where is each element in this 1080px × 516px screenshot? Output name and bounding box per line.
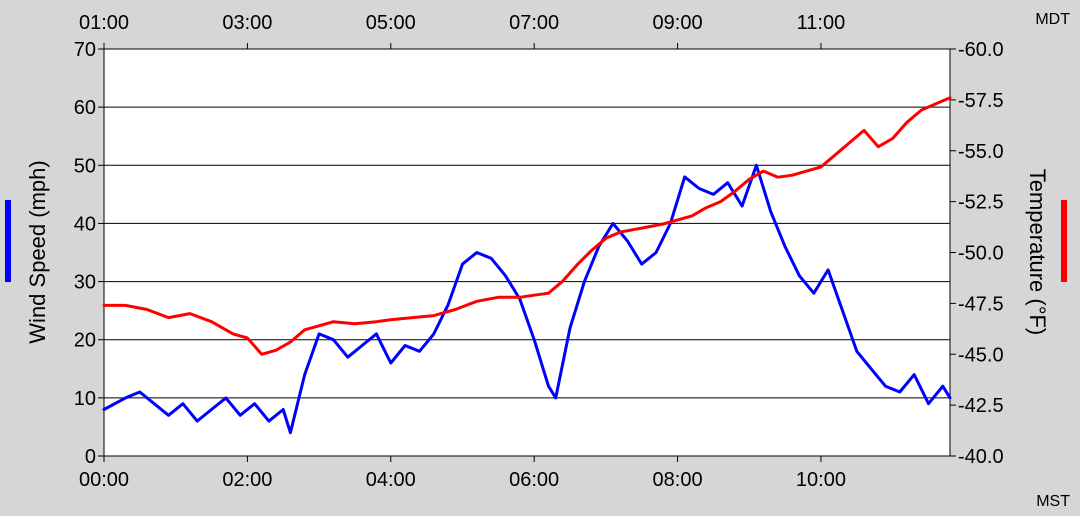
right-axis-title: Temperature (°F) [1025, 169, 1050, 336]
right-tick-label: -40.0 [958, 446, 1004, 468]
gridlines [104, 106, 950, 399]
left-tick-label: 0 [85, 446, 96, 468]
top-timezone-label: MDT [1035, 11, 1070, 28]
top-tick-label: 05:00 [366, 12, 416, 34]
left-tick-label: 70 [74, 39, 96, 61]
bottom-axis: 00:00 02:00 04:00 06:00 08:00 10:00 [79, 456, 846, 491]
left-tick-label: 60 [74, 97, 96, 119]
left-axis-title: Wind Speed (mph) [25, 160, 50, 343]
bottom-timezone-label: MST [1036, 493, 1070, 510]
right-axis: -40.0 -42.5 -45.0 -47.5 -50.0 -52.5 -55.0 -57.5… [950, 39, 1004, 468]
plot-area [103, 48, 951, 457]
series-layer [102, 96, 952, 435]
bottom-tick-label: 08:00 [653, 469, 703, 491]
right-tick-label: -45.0 [958, 344, 1004, 366]
right-tick-label: -57.5 [958, 90, 1004, 112]
wind-speed-line [102, 163, 952, 435]
right-tick-label: -55.0 [958, 141, 1004, 163]
left-tick-label: 30 [74, 272, 96, 294]
bottom-tick-label: 02:00 [222, 469, 272, 491]
left-tick-label: 50 [74, 155, 96, 177]
temperature-legend-marker [1061, 200, 1067, 282]
left-tick-label: 20 [74, 330, 96, 352]
bottom-tick-label: 10:00 [796, 469, 846, 491]
top-tick-label: 11:00 [797, 12, 846, 34]
top-axis: 01:00 03:00 05:00 07:00 09:00 11:00 [79, 12, 845, 49]
temperature-line [102, 96, 952, 356]
right-tick-label: -47.5 [958, 293, 1004, 315]
top-tick-label: 01:00 [79, 12, 129, 34]
left-tick-label: 10 [74, 388, 96, 410]
top-tick-label: 09:00 [653, 12, 703, 34]
right-tick-label: -60.0 [958, 39, 1004, 61]
right-tick-label: -52.5 [958, 192, 1004, 214]
wind-speed-legend-marker [5, 200, 11, 282]
left-axis: 0 10 20 30 40 50 60 70 [74, 39, 104, 468]
bottom-tick-label: 04:00 [366, 469, 416, 491]
top-tick-label: 03:00 [222, 12, 272, 34]
bottom-tick-label: 00:00 [79, 469, 129, 491]
left-tick-label: 40 [74, 213, 96, 235]
right-tick-label: -42.5 [958, 395, 1004, 417]
top-tick-label: 07:00 [509, 12, 559, 34]
right-tick-label: -50.0 [958, 243, 1004, 265]
bottom-tick-label: 06:00 [509, 469, 559, 491]
